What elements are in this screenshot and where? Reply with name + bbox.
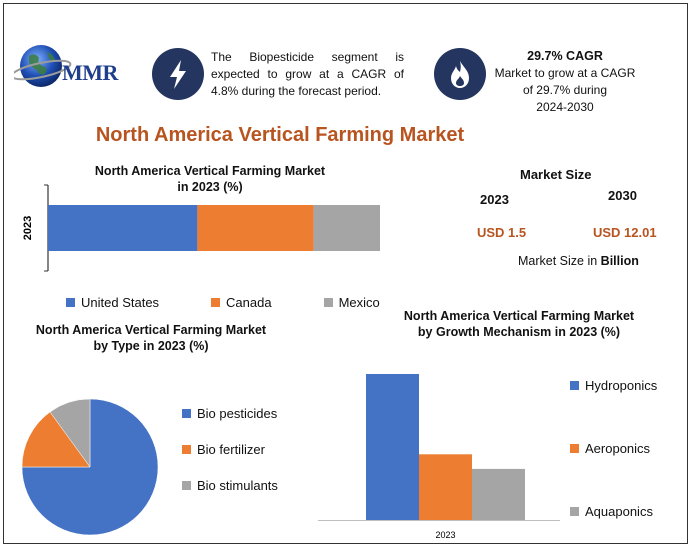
legend-label: Aeroponics	[585, 441, 651, 456]
legend-item-bio-pesticides: Bio pesticides	[182, 406, 278, 421]
legend-swatch	[182, 481, 191, 490]
legend-item-bio-fertilizer: Bio fertilizer	[182, 442, 278, 457]
legend-swatch	[570, 381, 579, 390]
legend-item-hydroponics: Hydroponics	[570, 378, 657, 393]
legend-label: United States	[81, 295, 160, 310]
chart2-title-line2: by Type in 2023 (%)	[93, 339, 209, 353]
legend-label: Aquaponics	[585, 504, 653, 519]
chart1-category-label: 2023	[22, 216, 34, 240]
pie-slice-bio-fertilizer	[21, 411, 91, 468]
legend-item-aeroponics: Aeroponics	[570, 441, 657, 456]
legend-swatch	[323, 298, 333, 307]
market-size-note: Market Size in Billion	[518, 254, 639, 268]
market-size-year-2023: 2023	[480, 192, 509, 207]
chart2-title: North America Vertical Farming Market by…	[20, 322, 282, 354]
bar-aquaponics	[472, 468, 525, 520]
chart1-title: North America Vertical Farming Market in…	[60, 163, 360, 195]
page-title: North America Vertical Farming Market	[95, 124, 465, 146]
chart3-title: North America Vertical Farming Market by…	[388, 308, 650, 340]
legend-item-bio-stimulants: Bio stimulants	[182, 478, 278, 493]
bar-mexico	[313, 205, 380, 251]
legend-label: Canada	[226, 295, 272, 310]
brand-name: MMR	[62, 60, 118, 85]
legend-swatch	[211, 298, 221, 307]
pie-slice-bio-stimulants	[49, 398, 91, 468]
chart3-legend: Hydroponics Aeroponics Aquaponics	[570, 378, 657, 519]
lightning-badge	[152, 48, 204, 100]
chart2-title-line1: North America Vertical Farming Market	[35, 323, 267, 337]
legend-swatch	[570, 444, 579, 453]
flame-badge	[434, 48, 486, 100]
legend-item-united-states: United States	[66, 295, 159, 310]
legend-label: Bio fertilizer	[197, 442, 265, 457]
cagr-text: Market to grow at a CAGR of 29.7% during	[494, 66, 636, 97]
legend-swatch	[182, 409, 191, 418]
market-size-title: Market Size	[520, 167, 592, 182]
chart1-title-line1: North America Vertical Farming Market	[94, 164, 326, 178]
globe-logo-icon	[14, 45, 72, 87]
chart3-title-line1: North America Vertical Farming Market	[403, 309, 635, 323]
market-size-year-2030: 2030	[608, 188, 637, 203]
market-size-value-2023: USD 1.5	[477, 225, 527, 240]
legend-swatch	[570, 507, 579, 516]
biopesticide-note: The Biopesticide segment is expected to …	[211, 50, 404, 98]
legend-swatch	[66, 298, 75, 307]
type-share-pie-chart	[21, 398, 159, 536]
legend-item-aquaponics: Aquaponics	[570, 504, 657, 519]
bar-united-states	[48, 205, 198, 251]
market-size-note-unit: Billion	[600, 254, 639, 268]
chart3-category-label: 2023	[435, 530, 455, 540]
market-size-note-prefix: Market Size in	[518, 254, 601, 268]
legend-item-mexico: Mexico	[323, 295, 380, 310]
country-share-chart: 2023	[22, 184, 380, 272]
chart2-legend: Bio pesticides Bio fertilizer Bio stimulan…	[182, 406, 278, 493]
bar-hydroponics	[366, 374, 419, 520]
legend-label: Mexico	[338, 295, 380, 310]
legend-item-canada: Canada	[211, 295, 272, 310]
chart1-legend: United States Canada Mexico	[66, 295, 380, 310]
pie-slice-bio-pesticides	[21, 398, 159, 536]
cagr-years: 2024-2030	[536, 100, 594, 114]
market-size-value-2030: USD 12.01	[593, 225, 657, 240]
legend-swatch	[182, 445, 191, 454]
cagr-title: 29.7% CAGR	[527, 49, 603, 63]
growth-mechanism-bar-chart: 2023	[318, 374, 560, 540]
lightning-icon	[170, 60, 186, 89]
legend-label: Bio pesticides	[197, 406, 278, 421]
bar-canada	[197, 205, 314, 251]
legend-label: Hydroponics	[585, 378, 658, 393]
bar-aeroponics	[419, 454, 472, 520]
chart3-title-line2: by Growth Mechanism in 2023 (%)	[417, 325, 621, 339]
chart1-title-line2: in 2023 (%)	[177, 180, 243, 194]
infographic-frame	[3, 3, 688, 544]
legend-label: Bio stimulants	[197, 478, 278, 493]
cagr-block: 29.7% CAGR Market to grow at a CAGR of 2…	[490, 48, 640, 116]
flame-icon	[451, 61, 469, 88]
